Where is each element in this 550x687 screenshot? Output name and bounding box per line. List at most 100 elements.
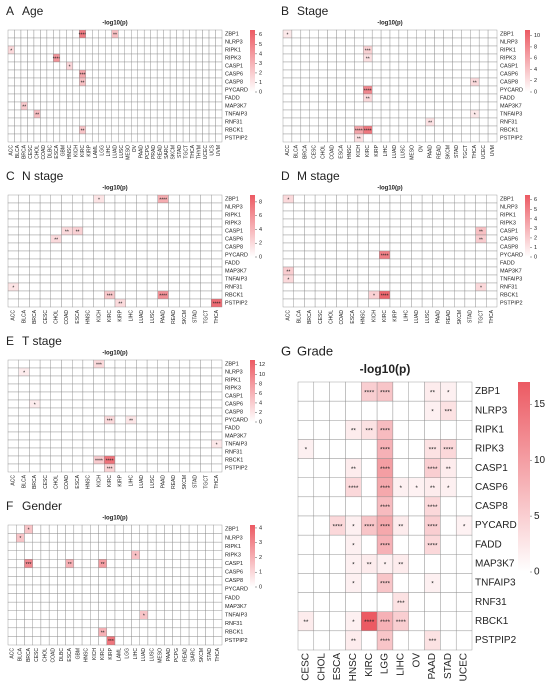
heatmap-cell (7, 37, 15, 47)
heatmap-cell (85, 93, 93, 103)
significance-label: **** (427, 504, 438, 511)
heatmap-cell (146, 194, 159, 204)
heatmap-cell (146, 282, 159, 292)
heatmap-cell (291, 85, 302, 95)
column-label: STAD (193, 475, 199, 488)
row-label: ZBP1 (225, 527, 239, 533)
heatmap-cell (200, 218, 212, 228)
heatmap-cell (61, 218, 73, 228)
significance-label: * (98, 197, 100, 203)
heatmap-cell (408, 400, 425, 421)
heatmap-cell (72, 53, 80, 63)
heatmap-cell (40, 77, 48, 87)
heatmap-cell (156, 109, 164, 119)
column-label: COAD (64, 475, 70, 490)
heatmap-cell (376, 592, 394, 612)
heatmap-cell (432, 242, 444, 252)
heatmap-cell (137, 77, 145, 87)
heatmap-cell (50, 463, 62, 473)
row-label: ZBP1 (500, 196, 514, 202)
row-label: TNFAIP3 (500, 111, 522, 117)
heatmap-cell (50, 367, 62, 377)
heatmap-cell (155, 619, 165, 629)
heatmap-cell (189, 133, 197, 143)
heatmap-cell (137, 61, 145, 71)
heatmap-cell (408, 439, 425, 459)
heatmap-cell (163, 45, 171, 55)
heatmap-cell (345, 592, 362, 612)
heatmap-cell (470, 117, 480, 127)
heatmap-cell (189, 125, 197, 135)
heatmap-cell (118, 29, 125, 39)
heatmap-cell (32, 541, 42, 551)
heatmap-cell (85, 61, 93, 71)
heatmap-cell (329, 400, 346, 421)
heatmap-cell (336, 218, 348, 228)
heatmap-cell (163, 93, 171, 103)
heatmap-cell (7, 447, 19, 457)
significance-label: **** (53, 56, 61, 62)
heatmap-cell (93, 274, 105, 284)
row-label: CASP1 (225, 561, 243, 567)
heatmap-cell (143, 45, 151, 55)
heatmap-cell (416, 53, 426, 63)
heatmap-cell (336, 37, 346, 47)
heatmap-cell (146, 274, 159, 284)
heatmap-cell (440, 592, 457, 612)
heatmap-cell (18, 210, 30, 220)
heatmap-cell (111, 85, 119, 95)
heatmap-cell (357, 250, 369, 260)
heatmap-cell (443, 298, 455, 308)
heatmap-cell (104, 383, 116, 393)
heatmap-cell (146, 359, 159, 369)
heatmap-cell (421, 242, 434, 252)
heatmap-cell (464, 202, 476, 212)
heatmap-cell (478, 77, 489, 87)
heatmap-cell (123, 601, 132, 611)
heatmap-cell (123, 559, 132, 569)
row-label: RIPK3 (225, 385, 241, 391)
color-bar-tick-label: 0 (259, 89, 262, 95)
heatmap-cell (478, 101, 489, 111)
heatmap-cell (157, 447, 169, 457)
heatmap-cell (29, 210, 41, 220)
heatmap-cell (347, 218, 359, 228)
heatmap-cell (195, 101, 203, 111)
heatmap-cell (82, 274, 94, 284)
heatmap-cell (157, 266, 169, 276)
heatmap-cell (147, 584, 157, 594)
heatmap-cell (200, 250, 212, 260)
heatmap-cell (124, 117, 132, 127)
heatmap-cell (371, 117, 382, 127)
heatmap-cell (124, 45, 132, 55)
heatmap-cell (61, 375, 73, 385)
heatmap-cell (20, 61, 28, 71)
heatmap-cell (202, 101, 210, 111)
heatmap-cell (61, 455, 73, 465)
heatmap-cell (345, 45, 355, 55)
heatmap-cell (357, 202, 369, 212)
heatmap-cell (111, 93, 119, 103)
significance-label: **** (380, 638, 391, 645)
heatmap-cell (464, 194, 476, 204)
heatmap-cell (7, 636, 17, 646)
heatmap-cell (155, 533, 165, 543)
color-bar-tick-label: 15 (534, 399, 546, 410)
heatmap-cell (50, 282, 62, 292)
heatmap-cell (368, 194, 380, 204)
heatmap-cell (200, 298, 212, 308)
heatmap-cell (189, 266, 201, 276)
heatmap-cell (408, 592, 425, 612)
heatmap-cell (314, 250, 327, 260)
heatmap-cell (169, 117, 177, 127)
heatmap-cell (432, 282, 444, 292)
heatmap-cell (93, 282, 105, 292)
heatmap-cell (208, 125, 216, 135)
significance-label: ** (113, 32, 117, 38)
heatmap-cell (189, 359, 201, 369)
heatmap-cell (114, 541, 124, 551)
heatmap-cell (189, 282, 201, 292)
heatmap-cell (124, 61, 132, 71)
heatmap-cell (93, 242, 105, 252)
heatmap-cell (172, 576, 182, 586)
